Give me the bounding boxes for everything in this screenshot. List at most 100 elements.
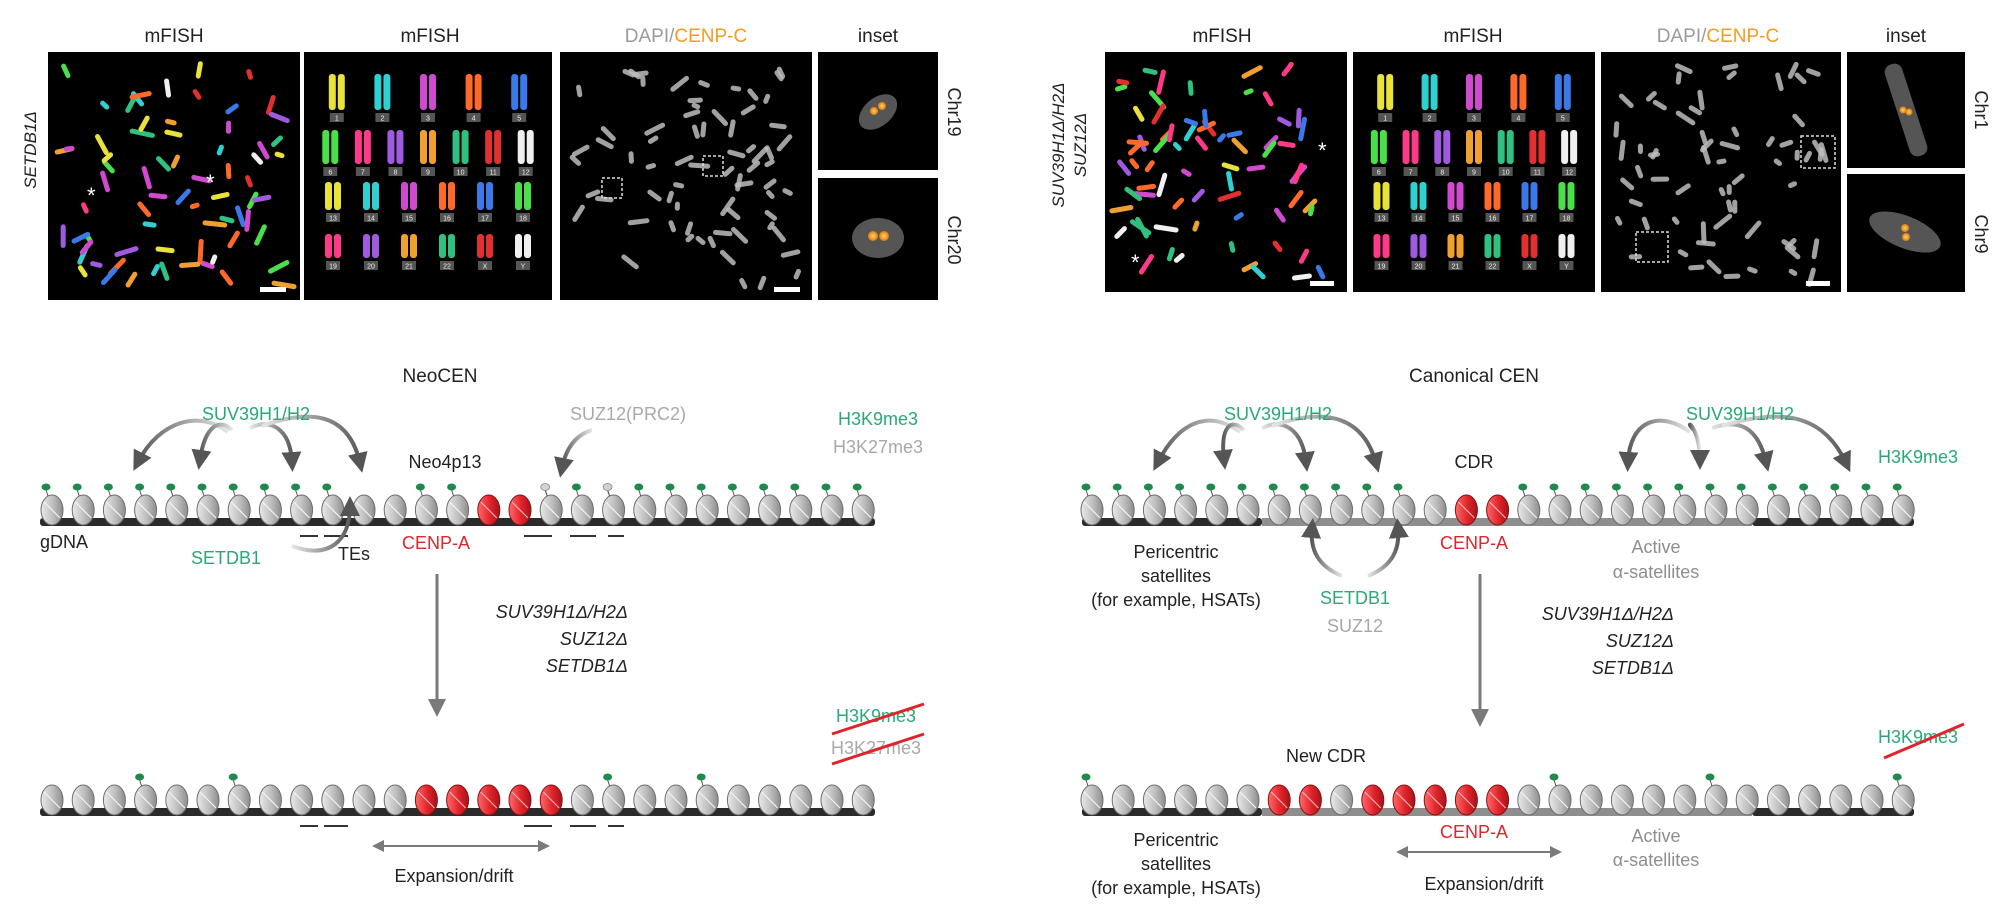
- nucleosome-highlight: [1738, 501, 1756, 519]
- histone-tail: [1335, 489, 1339, 497]
- chromosome: [1379, 130, 1387, 164]
- nucleosome-highlight: [1333, 501, 1351, 519]
- chromosome-number-box: [478, 213, 492, 222]
- h3k9me3-mark: [821, 483, 831, 491]
- chromosome-number-box: [453, 167, 468, 176]
- chromosome: [757, 275, 767, 291]
- nucleosome-highlight: [43, 791, 61, 809]
- histone-tail: [1740, 489, 1744, 497]
- chromosome-number: 11: [490, 170, 497, 177]
- histone-tail: [1303, 489, 1307, 497]
- chromosome: [572, 204, 585, 222]
- nucleosome-highlight: [168, 501, 186, 519]
- chromosome: [354, 130, 362, 164]
- nucleosome-highlight: [355, 791, 373, 809]
- chromosome: [569, 154, 582, 166]
- histone-tail: [1210, 489, 1214, 497]
- gdna-label: gDNA: [40, 532, 88, 552]
- chromosome: [1561, 130, 1569, 164]
- h3k9me3-mark: [1767, 483, 1777, 491]
- nucleosome-highlight: [1270, 501, 1288, 519]
- histone-tail: [451, 489, 455, 497]
- chromosome-number: 17: [1526, 216, 1534, 223]
- chromosome: [114, 246, 139, 258]
- chromosome: [585, 189, 601, 199]
- chromosome-number-box: [1467, 167, 1481, 176]
- chromosome: [159, 261, 170, 281]
- expansion-label: Expansion/drift: [394, 866, 513, 886]
- nucleosome-highlight: [74, 501, 92, 519]
- chromosome: [1456, 234, 1464, 258]
- h3k9me3-mark: [1393, 483, 1403, 491]
- chromosome-number: 16: [443, 216, 451, 223]
- nucleosome-highlight: [1613, 791, 1631, 809]
- chromosome: [1217, 133, 1226, 143]
- dapi-chromosomes: [569, 66, 801, 291]
- chromosome: [1713, 213, 1733, 230]
- spreading-arrow: [1212, 422, 1246, 470]
- chromosome-number-box: [375, 113, 390, 122]
- histone-tail: [232, 779, 236, 787]
- chromosome-number: 8: [393, 170, 397, 177]
- h3k9me3-legend: H3K9me3: [1878, 447, 1958, 467]
- chromosome-number-box: [421, 113, 435, 122]
- chromosome: [1263, 134, 1279, 151]
- row-label-suv39h1-h2: SUV39H1Δ/H2Δ: [1049, 83, 1068, 208]
- chromosome: [734, 180, 754, 188]
- nucleosome-highlight: [1426, 791, 1444, 809]
- mutant-label-2: SUZ12Δ: [560, 629, 628, 649]
- chromosome: [526, 130, 534, 164]
- chromosome: [1183, 117, 1199, 127]
- chromosome: [268, 260, 290, 274]
- nucleosome-row: [1080, 773, 1915, 816]
- top-right-panel-group: SUV39H1Δ/H2Δ SUZ12Δ mFISH mFISH DAPI/CEN…: [1049, 26, 1991, 292]
- inset-label-chr19: Chr19: [944, 87, 964, 136]
- chromosome: [477, 234, 484, 258]
- setdb1-arrow: [1301, 518, 1343, 578]
- strike-line: [1883, 722, 1965, 760]
- chromosome: [1156, 69, 1166, 95]
- chromosome: [485, 130, 493, 164]
- chromosome: [683, 109, 701, 119]
- chromosome: [1377, 74, 1385, 110]
- histone-tail: [1709, 489, 1713, 497]
- chromosome: [600, 126, 616, 142]
- chromosome: [722, 165, 735, 177]
- chromosome-number-box: [364, 261, 378, 270]
- chromosome-number-box: [1403, 167, 1418, 176]
- chromosome: [252, 194, 272, 203]
- chromosome-number: Y: [521, 264, 526, 271]
- cenpc-label: CENP-C: [1706, 26, 1779, 47]
- chromosome: [465, 74, 473, 110]
- chromosome: [429, 74, 436, 110]
- nucleosome-highlight: [605, 791, 623, 809]
- nucleosome-highlight: [792, 791, 810, 809]
- setdb1-label: SETDB1: [191, 548, 261, 568]
- neocen-title: NeoCEN: [403, 366, 478, 387]
- h3k9me3-mark: [571, 483, 581, 491]
- chromosome-number: 6: [1377, 170, 1381, 177]
- chromosome: [764, 159, 775, 168]
- panel-title-mfish-2: mFISH: [400, 26, 459, 47]
- h3k9me3-mark: [103, 483, 113, 491]
- chromosome: [372, 182, 379, 210]
- h3k9me3-mark: [727, 483, 737, 491]
- h3k9me3-mark: [228, 483, 238, 491]
- pericentric-label: Pericentric: [1133, 830, 1218, 850]
- chromosome: [515, 182, 522, 210]
- nucleosome-highlight: [1270, 791, 1288, 809]
- chromosome: [511, 74, 519, 110]
- chromosome: [1675, 71, 1682, 85]
- chromosome: [719, 249, 736, 266]
- chromosome-number-box: [326, 213, 340, 222]
- nucleosome-highlight: [1801, 791, 1819, 809]
- chromosome: [100, 267, 118, 286]
- chromosome-number: 18: [519, 216, 527, 223]
- centromere-dot: [1901, 224, 1909, 232]
- chromosome: [1183, 121, 1198, 142]
- suv39-label: SUV39H1/H2: [202, 404, 310, 424]
- h3k9me3-mark: [291, 483, 301, 491]
- nucleosome-highlight: [1364, 501, 1382, 519]
- nucleosome-highlight: [449, 501, 467, 519]
- chromosome: [1144, 160, 1155, 173]
